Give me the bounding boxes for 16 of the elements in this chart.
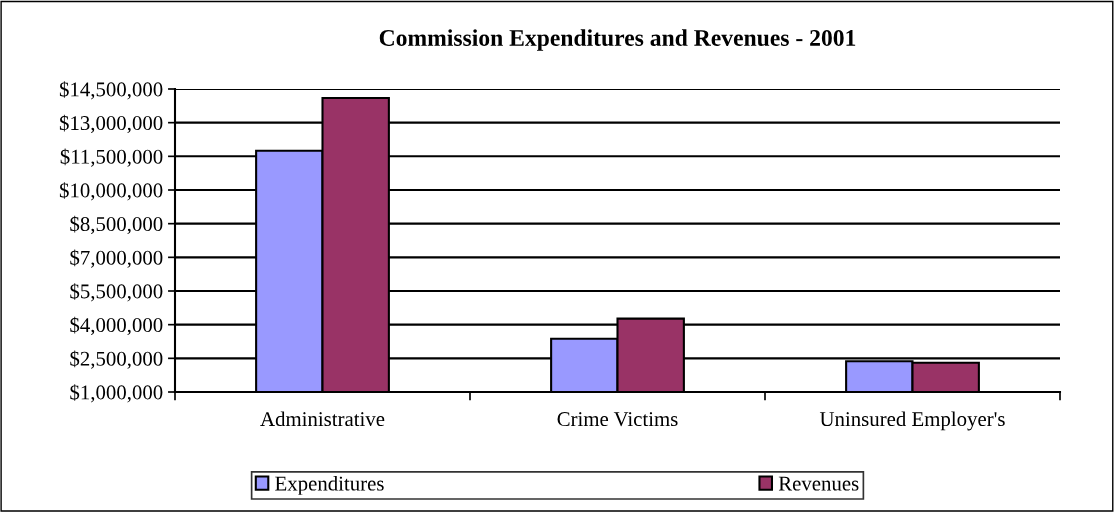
legend-label: Revenues xyxy=(778,476,859,491)
y-tick-label: $11,500,000 xyxy=(60,148,163,167)
y-tick-label: $1,000,000 xyxy=(70,384,163,403)
y-tick-label: $2,500,000 xyxy=(70,350,163,369)
y-tick-label: $4,000,000 xyxy=(70,316,163,336)
legend-label: Expenditures xyxy=(275,475,384,495)
x-tick-label: Administrative xyxy=(260,411,385,427)
x-tick-label: Crime Victims xyxy=(557,412,678,427)
y-tick-label: $13,000,000 xyxy=(59,114,163,134)
y-tick-label: $10,000,000 xyxy=(59,182,163,201)
y-tick-label: $14,500,000 xyxy=(59,81,163,100)
y-tick-label: $5,500,000 xyxy=(70,283,163,302)
chart-title: Commission Expenditures and Revenues - 2001 xyxy=(379,29,856,51)
x-tick-label: Uninsured Employer's xyxy=(819,411,1005,431)
y-tick-label: $7,000,000 xyxy=(70,249,163,268)
y-tick-label: $8,500,000 xyxy=(70,215,163,235)
